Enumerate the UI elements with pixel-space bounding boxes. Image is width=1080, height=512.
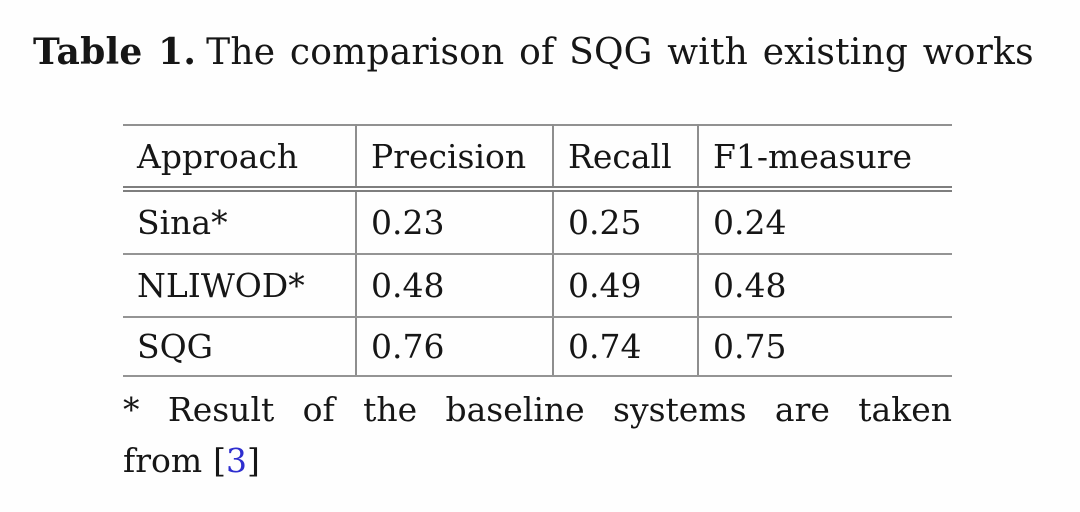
citation-link[interactable]: 3 [226,441,248,480]
table-row: SQG 0.76 0.74 0.75 [123,317,952,377]
cell-approach: SQG [123,317,356,377]
cell-precision: 0.48 [355,254,553,318]
cell-precision: 0.76 [355,317,553,377]
cell-recall: 0.25 [552,189,698,255]
cell-precision: 0.23 [355,189,553,255]
citation-bracket-open: [ [213,441,227,480]
table-caption-text: The comparison of SQG with existing work… [206,32,1034,73]
comparison-table: Approach Precision Recall F1-measure Sin… [123,124,952,377]
column-header-f1-measure: F1-measure [697,125,952,192]
cell-recall: 0.49 [552,254,698,318]
table-footnote: * Result of the baseline systems are tak… [123,386,952,485]
table-header-row: Approach Precision Recall F1-measure [123,125,952,192]
citation-bracket-close: ] [247,441,260,480]
table-caption: Table 1. The comparison of SQG with exist… [33,31,1034,73]
table-caption-label: Table 1. [33,31,197,73]
column-header-precision: Precision [355,125,553,192]
column-header-approach: Approach [123,125,356,192]
cell-approach: Sina* [123,189,356,255]
cell-approach: NLIWOD* [123,254,356,318]
footnote-line2-text: from [123,441,203,480]
table-row: NLIWOD* 0.48 0.49 0.48 [123,254,952,318]
cell-f1: 0.24 [697,189,952,255]
cell-f1: 0.48 [697,254,952,318]
footnote-line1: * Result of the baseline systems are tak… [123,390,952,429]
column-header-recall: Recall [552,125,698,192]
footnote-line2: from [3] [123,437,952,485]
cell-recall: 0.74 [552,317,698,377]
cell-f1: 0.75 [697,317,952,377]
table-row: Sina* 0.23 0.25 0.24 [123,189,952,255]
